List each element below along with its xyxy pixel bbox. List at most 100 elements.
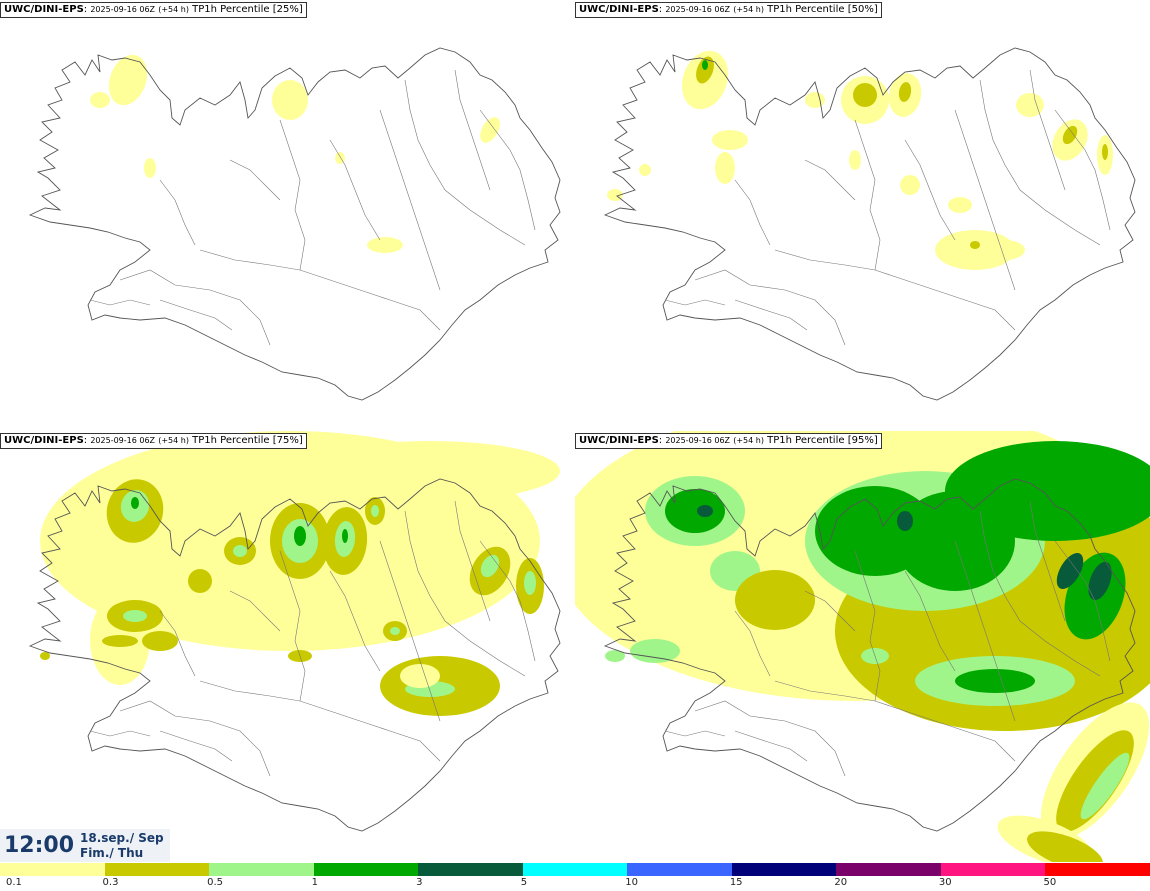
legend-swatch	[313, 863, 419, 876]
border-line	[229, 159, 281, 201]
precip-area	[897, 511, 913, 531]
valid-day: Fim./ Thu	[80, 845, 144, 860]
border-line	[159, 610, 196, 677]
border-line	[664, 299, 726, 306]
precip-area	[697, 505, 713, 517]
precip-area	[630, 639, 680, 663]
coastline	[603, 47, 1136, 401]
valid-time-box: 12:00 18.sep./ Sep Fim./ Thu	[0, 829, 170, 862]
border-line	[279, 119, 306, 271]
precip-area	[605, 650, 625, 662]
legend-label: 0.3	[102, 877, 119, 888]
border-line	[1054, 109, 1111, 231]
precip-area	[400, 664, 440, 688]
border-line	[774, 249, 1016, 331]
border-line	[159, 179, 196, 246]
border-line	[119, 700, 271, 777]
border-line	[89, 299, 151, 306]
border-line	[199, 680, 441, 762]
border-line	[734, 299, 808, 331]
legend-label: 3	[416, 877, 423, 888]
coastline	[603, 478, 1136, 832]
precip-area	[371, 505, 379, 517]
precip-area	[1056, 552, 1084, 590]
precip-area	[715, 152, 735, 184]
border-line	[404, 79, 526, 246]
precip-area	[1062, 125, 1078, 145]
border-line	[954, 109, 1016, 291]
legend-label: 0.5	[207, 877, 223, 888]
panel-title: UWC/DINI-EPS: 2025-09-16 06Z (+54 h) TP1…	[575, 433, 882, 449]
legend-label: 15	[729, 877, 743, 888]
precip-area	[300, 441, 560, 501]
legend-swatch	[1045, 863, 1150, 876]
precip-area	[480, 117, 500, 143]
map-panel-p95: UWC/DINI-EPS: 2025-09-16 06Z (+54 h) TP1…	[575, 431, 1150, 862]
border-line	[804, 590, 856, 632]
precip-area	[639, 164, 651, 176]
precip-area	[853, 83, 877, 107]
border-line	[159, 299, 233, 331]
border-line	[664, 730, 726, 737]
precip-area	[1102, 144, 1108, 160]
map-panel-p50: UWC/DINI-EPS: 2025-09-16 06Z (+54 h) TP1…	[575, 0, 1150, 431]
border-line	[1029, 500, 1066, 622]
precip-area	[805, 92, 825, 108]
border-line	[734, 730, 808, 762]
border-line	[854, 119, 881, 271]
border-line	[1054, 540, 1111, 662]
precip-area	[367, 237, 403, 253]
precip-map-p25	[28, 47, 561, 401]
precip-area	[1080, 752, 1130, 820]
valid-time: 12:00	[4, 833, 75, 858]
coastline	[28, 47, 561, 401]
precip-area	[1016, 93, 1044, 117]
precip-area	[1056, 730, 1134, 832]
precip-area	[898, 82, 912, 102]
coastline	[28, 478, 561, 832]
border-line	[199, 249, 441, 331]
border-line	[379, 109, 441, 291]
border-line	[329, 570, 381, 672]
legend-swatch	[0, 863, 106, 876]
border-line	[454, 500, 491, 622]
panel-title: UWC/DINI-EPS: 2025-09-16 06Z (+54 h) TP1…	[575, 2, 882, 18]
legend-label: 0.1	[6, 877, 22, 888]
border-line	[854, 550, 881, 702]
precip-area	[1088, 561, 1112, 601]
precip-area	[272, 80, 308, 120]
precip-area	[131, 497, 139, 509]
precip-area	[900, 175, 920, 195]
border-line	[804, 159, 856, 201]
valid-date: 18.sep./ Sep	[80, 830, 164, 845]
precip-area	[342, 529, 348, 543]
legend-swatch	[627, 863, 733, 876]
border-line	[694, 269, 846, 346]
legend-label: 1	[311, 877, 318, 888]
border-line	[89, 730, 151, 737]
border-line	[279, 550, 306, 702]
precip-area	[712, 130, 748, 150]
border-line	[734, 610, 771, 677]
precip-map-p50	[603, 47, 1136, 401]
precip-area	[955, 669, 1035, 693]
legend-label: 5	[520, 877, 528, 888]
precip-area	[702, 60, 708, 70]
border-line	[904, 570, 956, 672]
precip-area	[735, 570, 815, 630]
precip-map-p75	[28, 431, 561, 832]
precip-area	[40, 652, 50, 660]
legend-label: 20	[834, 877, 848, 888]
precip-area	[948, 197, 972, 213]
border-line	[979, 510, 1101, 677]
border-line	[404, 510, 526, 677]
precip-area	[188, 569, 212, 593]
map-panel-p25: UWC/DINI-EPS: 2025-09-16 06Z (+54 h) TP1…	[0, 0, 575, 431]
precip-area	[985, 240, 1025, 260]
legend-swatch	[940, 863, 1046, 876]
precip-map-p95	[575, 431, 1150, 862]
border-line	[329, 139, 381, 241]
border-line	[454, 69, 491, 191]
precip-area	[233, 545, 247, 557]
legend-label: 10	[625, 877, 638, 888]
